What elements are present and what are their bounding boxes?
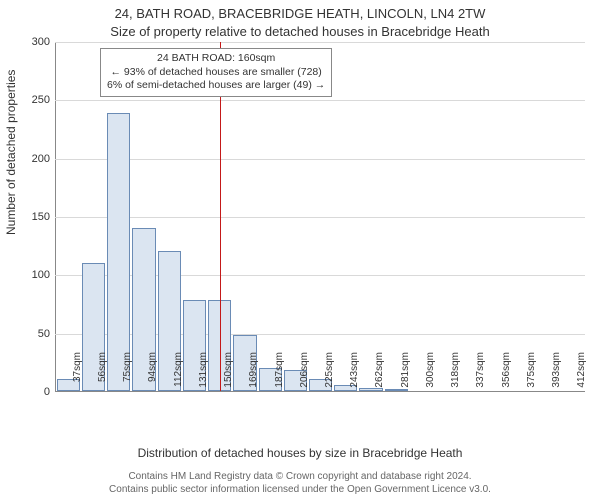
title-line-2: Size of property relative to detached ho…: [0, 24, 600, 39]
gridline: [55, 159, 585, 160]
y-tick-label: 200: [20, 153, 50, 165]
title-line-1: 24, BATH ROAD, BRACEBRIDGE HEATH, LINCOL…: [0, 6, 600, 21]
x-tick-label: 112sqm: [173, 352, 184, 396]
y-axis-label: Number of detached properties: [4, 70, 18, 235]
x-tick-label: 318sqm: [450, 352, 461, 396]
y-tick-label: 100: [20, 269, 50, 281]
x-tick-label: 94sqm: [147, 352, 158, 396]
x-tick-label: 281sqm: [400, 352, 411, 396]
gridline: [55, 100, 585, 101]
annotation-box: 24 BATH ROAD: 160sqm← 93% of detached ho…: [100, 48, 332, 97]
x-tick-label: 150sqm: [223, 352, 234, 396]
gridline: [55, 42, 585, 43]
chart-container: 24, BATH ROAD, BRACEBRIDGE HEATH, LINCOL…: [0, 0, 600, 500]
y-tick-label: 0: [20, 386, 50, 398]
x-tick-label: 262sqm: [374, 352, 385, 396]
x-tick-label: 243sqm: [349, 352, 360, 396]
footer-line-2: Contains public sector information licen…: [0, 483, 600, 496]
y-tick-label: 150: [20, 211, 50, 223]
x-tick-label: 356sqm: [501, 352, 512, 396]
y-tick-label: 50: [20, 328, 50, 340]
x-tick-label: 225sqm: [324, 352, 335, 396]
annotation-line: 6% of semi-detached houses are larger (4…: [107, 79, 325, 93]
x-tick-label: 56sqm: [97, 352, 108, 396]
annotation-line: 24 BATH ROAD: 160sqm: [107, 52, 325, 66]
x-tick-label: 75sqm: [122, 352, 133, 396]
x-tick-label: 131sqm: [198, 352, 209, 396]
x-tick-label: 412sqm: [576, 352, 587, 396]
footer-line-1: Contains HM Land Registry data © Crown c…: [0, 470, 600, 483]
histogram-bar: [107, 113, 130, 391]
x-tick-label: 393sqm: [551, 352, 562, 396]
y-tick-label: 300: [20, 36, 50, 48]
x-tick-label: 375sqm: [526, 352, 537, 396]
x-tick-label: 300sqm: [425, 352, 436, 396]
footer: Contains HM Land Registry data © Crown c…: [0, 470, 600, 496]
x-tick-label: 206sqm: [299, 352, 310, 396]
x-tick-label: 37sqm: [72, 352, 83, 396]
annotation-line: ← 93% of detached houses are smaller (72…: [107, 66, 325, 80]
x-tick-label: 187sqm: [274, 352, 285, 396]
gridline: [55, 217, 585, 218]
x-axis-label: Distribution of detached houses by size …: [0, 446, 600, 460]
x-tick-label: 337sqm: [475, 352, 486, 396]
x-tick-label: 169sqm: [248, 352, 259, 396]
plot-area: 05010015020025030037sqm56sqm75sqm94sqm11…: [55, 42, 585, 392]
y-tick-label: 250: [20, 94, 50, 106]
